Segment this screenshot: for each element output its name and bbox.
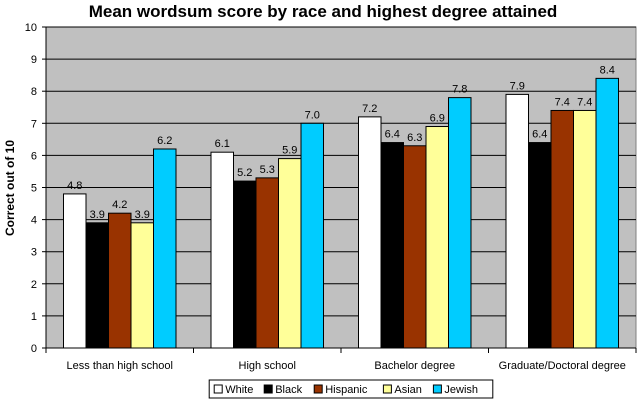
bar xyxy=(233,180,257,349)
legend: White Black Hispanic Asian Jewish xyxy=(208,379,494,399)
y-tick-label: 4 xyxy=(31,215,37,227)
bar xyxy=(63,193,87,349)
data-label: 6.4 xyxy=(385,129,400,141)
x-tick-label: Graduate/Doctoral degree xyxy=(499,360,626,372)
legend-entry: Asian xyxy=(394,384,422,396)
legend-swatch xyxy=(432,384,442,394)
bar xyxy=(130,222,154,349)
legend-entry: Black xyxy=(275,384,302,396)
bar xyxy=(595,77,619,349)
y-tick-label: 5 xyxy=(31,183,37,195)
x-tick-label: Bachelor degree xyxy=(374,360,455,372)
x-tick-label: Less than high school xyxy=(67,360,173,372)
y-tick-label: 0 xyxy=(31,343,37,355)
x-tick-label: High school xyxy=(239,360,296,372)
bar xyxy=(108,212,132,349)
y-tick-label: 7 xyxy=(31,118,37,130)
bar xyxy=(255,177,279,349)
data-label: 4.2 xyxy=(112,199,127,211)
bar xyxy=(550,109,574,349)
y-tick-label: 10 xyxy=(25,22,37,34)
data-label: 3.9 xyxy=(90,209,105,221)
data-label: 5.2 xyxy=(237,167,252,179)
legend-swatch xyxy=(313,384,323,394)
y-tick-label: 1 xyxy=(31,311,37,323)
chart-title: Mean wordsum score by race and highest d… xyxy=(89,2,558,21)
bar xyxy=(300,122,324,349)
data-label: 7.8 xyxy=(452,84,467,96)
data-label: 6.3 xyxy=(407,132,422,144)
bar xyxy=(85,222,109,349)
bar xyxy=(210,151,234,349)
bar xyxy=(425,126,449,349)
bar xyxy=(278,158,302,349)
y-axis-label: Correct out of 10 xyxy=(3,140,17,236)
data-label: 7.9 xyxy=(510,80,525,92)
legend-swatch xyxy=(382,384,392,394)
data-label: 7.2 xyxy=(362,103,377,115)
data-label: 6.4 xyxy=(532,129,547,141)
bar xyxy=(505,93,529,349)
legend-entry: Jewish xyxy=(444,384,478,396)
legend-box xyxy=(208,379,494,399)
data-label: 5.9 xyxy=(282,145,297,157)
bar xyxy=(380,142,404,349)
bar xyxy=(573,109,597,349)
data-label: 5.3 xyxy=(260,164,275,176)
data-label: 7.4 xyxy=(555,96,570,108)
data-label: 4.8 xyxy=(67,180,82,192)
bar xyxy=(358,116,382,349)
bar xyxy=(153,148,177,349)
y-tick-label: 8 xyxy=(31,86,37,98)
bar xyxy=(448,97,472,349)
data-label: 7.0 xyxy=(305,109,320,121)
data-label: 6.2 xyxy=(157,135,172,147)
data-label: 8.4 xyxy=(600,64,615,76)
legend-swatch xyxy=(213,384,223,394)
legend-swatch xyxy=(263,384,273,394)
y-tick-label: 3 xyxy=(31,247,37,259)
bar xyxy=(528,142,552,349)
data-label: 6.9 xyxy=(430,113,445,125)
data-label: 6.1 xyxy=(215,138,230,150)
y-tick-label: 2 xyxy=(31,279,37,291)
y-tick-label: 6 xyxy=(31,150,37,162)
data-label: 3.9 xyxy=(135,209,150,221)
plot-area: 0 1 2 3 4 5 6 7 8 9 10 4.8 3.9 4.2 3.9 6.2 Less than hig… xyxy=(25,22,637,372)
data-label: 7.4 xyxy=(577,96,592,108)
bar xyxy=(403,145,427,349)
legend-entry: Hispanic xyxy=(325,384,368,396)
y-tick-label: 9 xyxy=(31,54,37,66)
legend-entry: White xyxy=(225,384,253,396)
